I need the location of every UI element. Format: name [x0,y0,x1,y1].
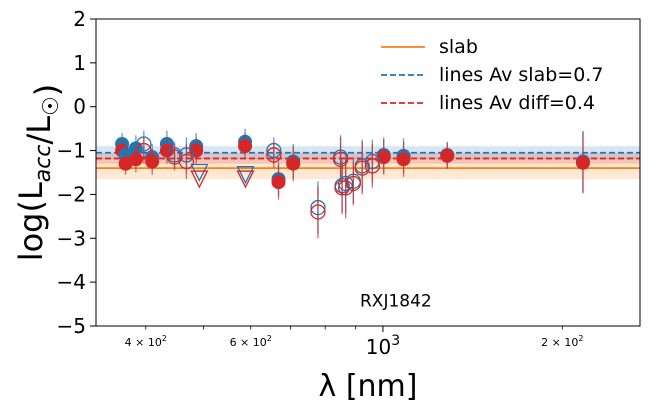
data-point [266,147,282,163]
data-point [396,152,411,167]
data-point [440,148,455,163]
data-point [190,170,209,189]
data-point [364,158,381,174]
y-tick-label: 0 [73,95,86,119]
legend-label: lines Av slab=0.7 [439,64,603,86]
data-point [159,143,174,158]
data-point [376,150,391,165]
y-tick-label: −2 [57,182,86,206]
data-point [238,139,253,154]
data-point [271,175,286,190]
data-point [236,170,255,189]
source-annotation: RXJ1842 [360,291,432,311]
y-tick-label: 2 [73,7,86,31]
x-tick-label: 103 [366,333,400,359]
x-tick-label: 2 × 102 [541,334,583,349]
data-point [128,152,143,167]
data-point [236,166,255,185]
data-point [345,175,362,192]
data-point [575,155,590,170]
data-points [115,128,590,239]
axis-ticks: 2 1 0 −1 −2 −3 −4 −5 4 × 102 6 × 102 2 × 102 103 [57,7,584,359]
data-point [189,143,204,158]
y-tick-label: −4 [57,270,86,294]
data-point [286,156,301,171]
data-point [190,163,209,182]
y-tick-label: 1 [73,51,86,75]
data-point [136,142,152,159]
y-tick-label: −3 [57,226,86,250]
data-point [145,154,160,169]
data-point [332,151,349,167]
x-axis-label: λ [nm] [319,369,418,404]
data-point [310,204,326,220]
x-tick-label: 4 × 102 [125,334,167,349]
data-point [178,153,195,170]
y-tick-label: −1 [57,139,86,163]
legend: slab lines Av slab=0.7 lines Av diff=0.4 [381,36,603,114]
plot-frame [95,18,641,327]
y-tick-label: −5 [57,314,86,338]
data-point [334,180,350,196]
legend-label: slab [439,36,478,58]
y-axis-label-text: log(Lacc/L☉) [12,84,66,262]
x-tick-label: 6 × 102 [230,334,272,349]
legend-label: lines Av diff=0.4 [439,92,595,114]
y-axis-label: log(Lacc/L☉) [12,84,66,262]
